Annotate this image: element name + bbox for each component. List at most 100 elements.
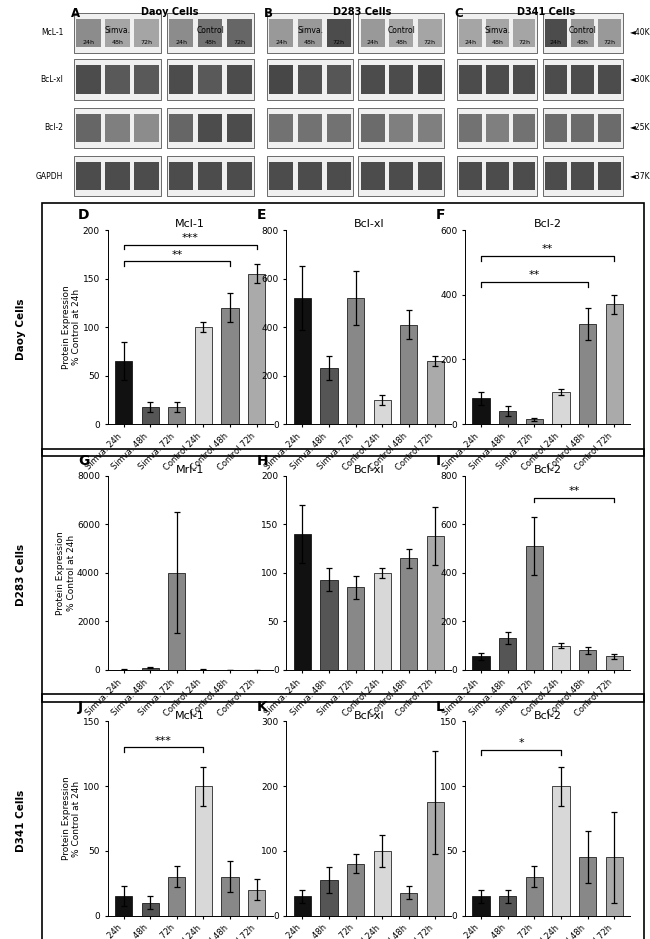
Text: Simva.: Simva. xyxy=(484,26,510,35)
Bar xyxy=(358,156,444,196)
Bar xyxy=(248,889,265,916)
Text: Control: Control xyxy=(387,26,415,35)
Bar xyxy=(579,651,596,670)
Text: 48h: 48h xyxy=(491,40,503,45)
Bar xyxy=(76,162,101,191)
Text: Daoy Cells: Daoy Cells xyxy=(141,7,199,17)
Bar xyxy=(294,534,311,670)
Title: Bcl-xl: Bcl-xl xyxy=(354,711,384,721)
Bar xyxy=(545,162,567,191)
Text: **: ** xyxy=(569,486,580,496)
Bar xyxy=(227,162,252,191)
Bar xyxy=(115,361,132,424)
Bar xyxy=(195,786,212,916)
Text: Simva.: Simva. xyxy=(297,26,323,35)
Text: Bcl-2: Bcl-2 xyxy=(44,123,63,132)
Bar xyxy=(294,896,311,916)
Bar xyxy=(457,156,538,196)
Bar xyxy=(552,786,569,916)
Bar xyxy=(374,573,391,670)
Text: A: A xyxy=(70,7,79,20)
Bar xyxy=(513,162,536,191)
Bar xyxy=(499,639,516,670)
Bar xyxy=(327,19,350,47)
Text: **: ** xyxy=(171,250,183,260)
Text: F: F xyxy=(436,208,445,223)
Text: 48h: 48h xyxy=(304,40,316,45)
Bar xyxy=(460,19,482,47)
Bar xyxy=(198,162,222,191)
Bar xyxy=(105,162,130,191)
Text: 24h: 24h xyxy=(367,40,379,45)
Bar xyxy=(499,896,516,916)
Text: Control: Control xyxy=(569,26,597,35)
Text: 72h: 72h xyxy=(424,40,436,45)
Bar xyxy=(222,308,239,424)
Bar xyxy=(169,65,194,94)
Bar xyxy=(358,59,444,100)
Title: Mcl-1: Mcl-1 xyxy=(176,711,205,721)
Bar xyxy=(298,65,322,94)
Bar xyxy=(545,65,567,94)
Bar xyxy=(105,19,130,47)
Bar xyxy=(298,19,322,47)
Bar xyxy=(227,114,252,142)
Bar xyxy=(76,114,101,142)
Title: Mcl-1: Mcl-1 xyxy=(176,220,205,229)
Bar xyxy=(361,114,385,142)
Bar xyxy=(74,108,161,148)
Bar xyxy=(168,877,185,916)
Bar xyxy=(270,65,294,94)
Bar xyxy=(166,108,254,148)
Bar xyxy=(598,65,621,94)
Bar xyxy=(327,114,350,142)
Text: J: J xyxy=(78,700,83,714)
Bar xyxy=(473,398,489,424)
Bar xyxy=(526,877,543,916)
Title: Mrl-1: Mrl-1 xyxy=(176,465,204,475)
Bar xyxy=(142,668,159,670)
Text: D341 Cells: D341 Cells xyxy=(517,7,575,17)
Text: 72h: 72h xyxy=(518,40,530,45)
Bar xyxy=(166,59,254,100)
Bar xyxy=(227,65,252,94)
Bar xyxy=(347,298,364,424)
Bar xyxy=(579,324,596,424)
Bar xyxy=(347,588,364,670)
Bar xyxy=(320,579,337,670)
Bar xyxy=(389,162,413,191)
Text: K: K xyxy=(257,700,267,714)
Bar xyxy=(526,419,543,424)
Text: ◄30KDa: ◄30KDa xyxy=(630,75,650,84)
Bar xyxy=(166,13,254,54)
Bar xyxy=(427,361,444,424)
Bar xyxy=(579,857,596,916)
Bar xyxy=(267,156,353,196)
Bar xyxy=(168,573,185,670)
Bar xyxy=(74,156,161,196)
Bar xyxy=(400,558,417,670)
Bar xyxy=(606,304,623,424)
Bar xyxy=(543,108,623,148)
Bar xyxy=(400,893,417,916)
Title: Bcl-xl: Bcl-xl xyxy=(354,465,384,475)
Bar xyxy=(327,65,350,94)
Bar xyxy=(545,114,567,142)
Text: 24h: 24h xyxy=(83,40,94,45)
Text: ***: *** xyxy=(182,233,198,243)
Bar xyxy=(418,19,442,47)
Bar xyxy=(552,392,569,424)
Text: *: * xyxy=(518,738,524,748)
Bar xyxy=(267,108,353,148)
Bar xyxy=(571,65,594,94)
Bar xyxy=(115,896,132,916)
Text: 72h: 72h xyxy=(603,40,616,45)
Bar xyxy=(389,114,413,142)
Text: ***: *** xyxy=(155,736,172,746)
Bar xyxy=(298,162,322,191)
Text: 48h: 48h xyxy=(577,40,589,45)
Text: Control: Control xyxy=(196,26,224,35)
Bar xyxy=(571,19,594,47)
Bar xyxy=(135,65,159,94)
Bar xyxy=(460,162,482,191)
